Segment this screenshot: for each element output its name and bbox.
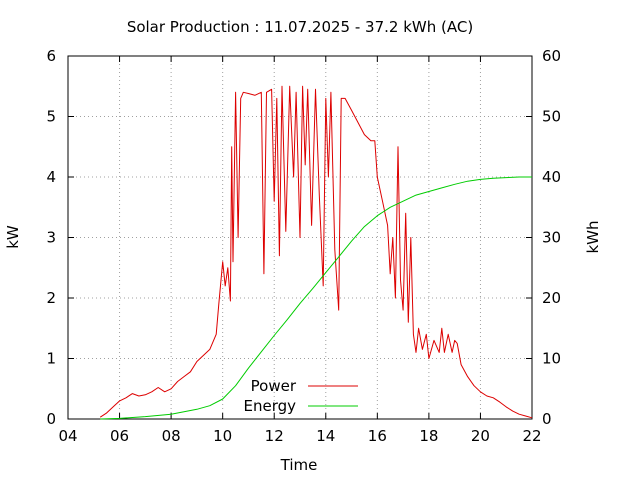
- chart-title: Solar Production : 11.07.2025 - 37.2 kWh…: [127, 18, 473, 36]
- y-left-tick-label: 2: [46, 289, 56, 307]
- y-left-tick-label: 3: [46, 229, 56, 247]
- x-tick-label: 04: [58, 427, 77, 445]
- x-tick-label: 14: [316, 427, 335, 445]
- x-tick-label: 06: [110, 427, 129, 445]
- y-right-tick-label: 0: [542, 410, 552, 428]
- legend-label-energy: Energy: [243, 397, 296, 415]
- y-right-tick-label: 50: [542, 108, 561, 126]
- y-right-tick-label: 20: [542, 289, 561, 307]
- y-right-tick-label: 60: [542, 47, 561, 65]
- series-layer: [99, 85, 533, 420]
- x-tick-label: 08: [162, 427, 181, 445]
- y-axis-right-label: kWh: [584, 220, 602, 253]
- plot-frame: [67, 55, 533, 420]
- y-right-tick-label: 40: [542, 168, 561, 186]
- power-series-line: [99, 85, 533, 419]
- x-tick-label: 10: [213, 427, 232, 445]
- y-right-tick-label: 30: [542, 229, 561, 247]
- energy-series-line: [100, 176, 532, 420]
- y-left-tick-label: 6: [46, 47, 56, 65]
- x-tick-label: 16: [368, 427, 387, 445]
- x-tick-label: 18: [419, 427, 438, 445]
- legend: Power Energy: [243, 377, 358, 415]
- y-left-tick-label: 4: [46, 168, 56, 186]
- y-axis-left-label: kW: [4, 225, 22, 249]
- x-tick-label: 22: [522, 427, 541, 445]
- legend-label-power: Power: [251, 377, 297, 395]
- y-left-tick-label: 1: [46, 350, 56, 368]
- y-left-tick-label: 0: [46, 410, 56, 428]
- y-right-tick-label: 10: [542, 350, 561, 368]
- x-axis-label: Time: [280, 456, 318, 474]
- x-tick-label: 12: [265, 427, 284, 445]
- y-left-tick-label: 5: [46, 108, 56, 126]
- x-tick-label: 20: [471, 427, 490, 445]
